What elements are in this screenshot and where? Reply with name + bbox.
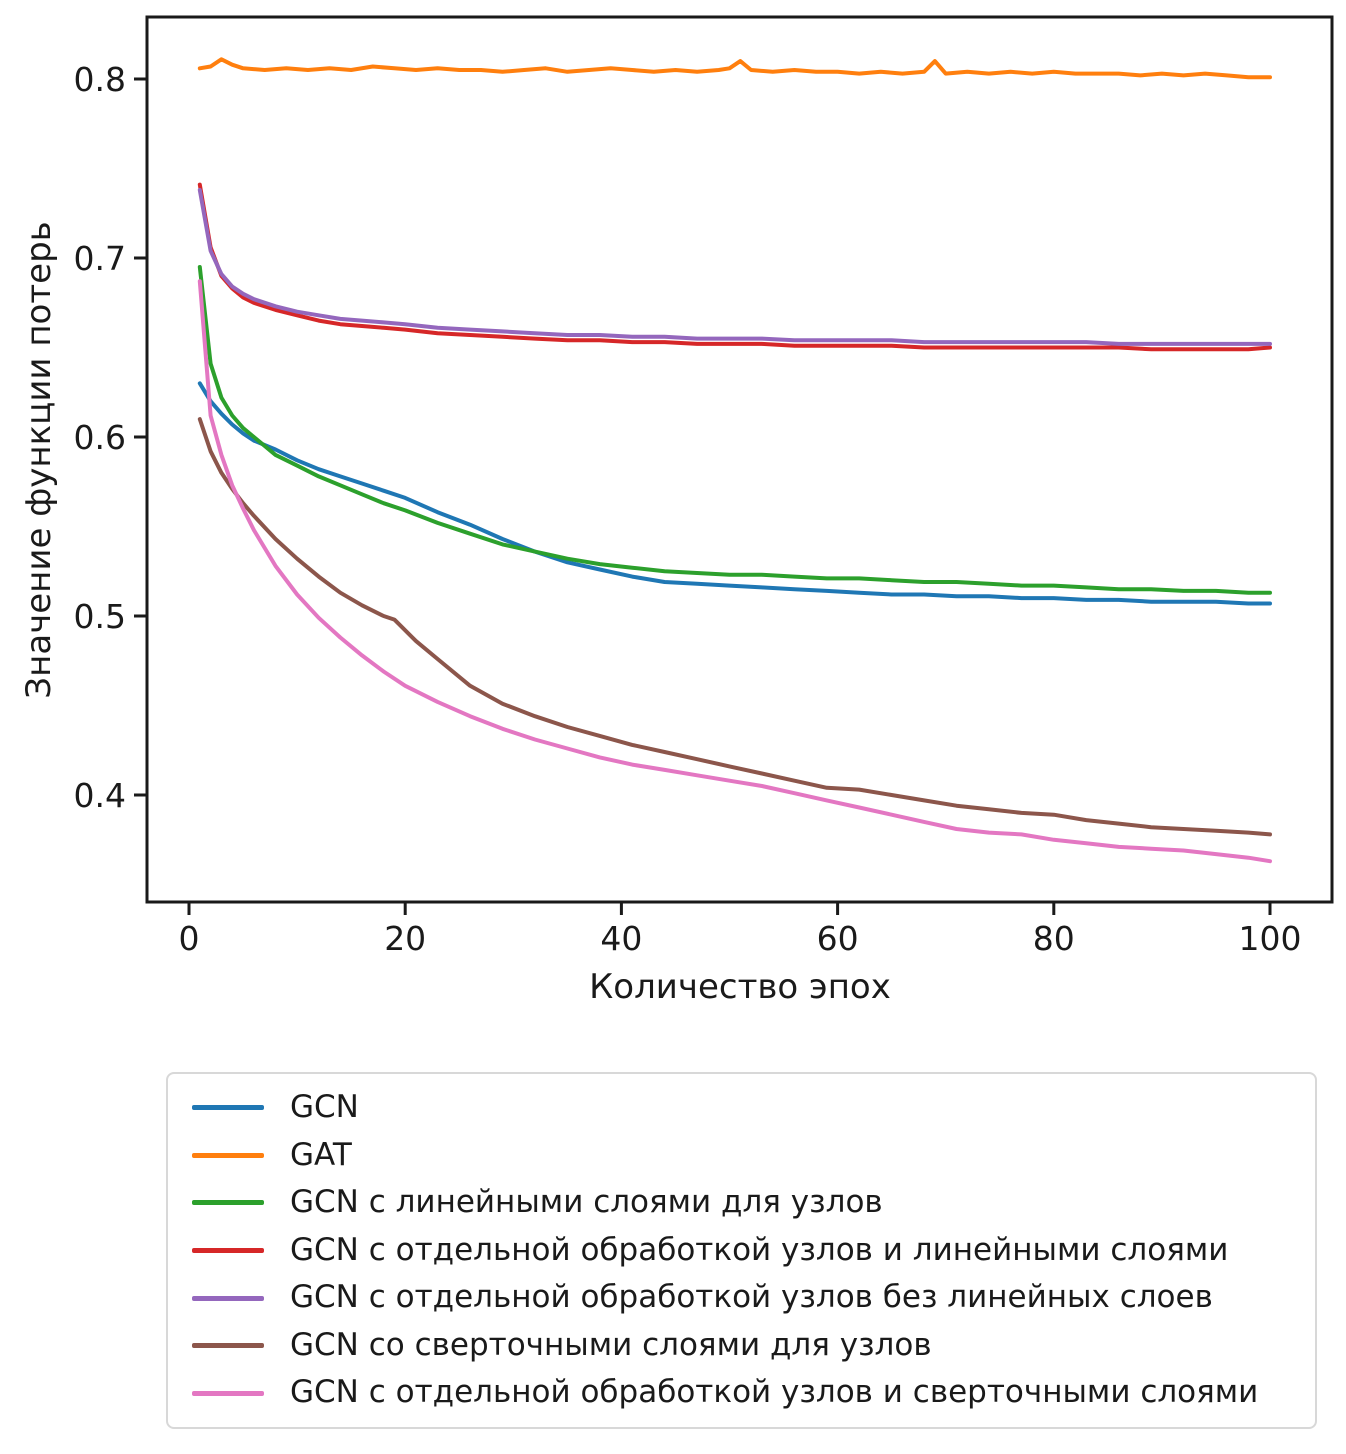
legend-label-gcn: GCN [290,1088,359,1125]
legend-label-gcn-separate-no-linear: GCN с отдельной обработкой узлов без лин… [290,1279,1213,1316]
y-tick-label: 0.5 [74,597,126,636]
series-line-3 [197,182,1272,352]
x-tick-label: 40 [600,919,642,958]
legend-line-swatch-gcn-separate-no-linear [192,1295,264,1301]
legend: GCN GAT GCN с линейными слоями для узлов… [166,1072,1317,1429]
series-line-4 [197,188,1272,346]
x-tick-label: 20 [384,919,426,958]
series-line-6 [197,279,1272,864]
y-axis-label: Значение функции потерь [19,221,59,698]
legend-line-swatch-gcn [192,1105,264,1111]
x-tick-label: 0 [179,919,200,958]
series-line-5 [197,417,1272,837]
legend-item-gcn-conv: GCN со сверточными слоями для узлов [168,1326,1315,1364]
legend-line-swatch-gcn-linear [192,1200,264,1206]
legend-item-gcn-separate-no-linear: GCN с отдельной обработкой узлов без лин… [168,1280,1315,1316]
legend-label-gcn-conv: GCN со сверточными слоями для узлов [290,1326,932,1363]
loss-chart: 0 20 40 60 80 100 0.8 0.7 0.6 0.5 0.4 Количество э… [19,15,1334,1007]
legend-line-swatch-gcn-separate-linear [192,1247,264,1253]
x-tick-label: 80 [1033,919,1075,958]
legend-item-gcn-separate-conv: GCN с отдельной обработкой узлов и сверт… [168,1375,1315,1411]
legend-item-gcn-linear-layers: GCN с линейными слоями для узлов [168,1184,1315,1221]
legend-label-gcn-separate-linear: GCN с отдельной обработкой узлов и линей… [290,1231,1229,1268]
series-lines [197,57,1272,864]
series-line-1 [197,57,1272,80]
axis-ticks: 0 20 40 60 80 100 0.8 0.7 0.6 0.5 0.4 [74,60,1302,958]
legend-item-gcn: GCN [168,1088,1315,1126]
x-tick-label: 60 [817,919,859,958]
legend-line-swatch-gcn-conv [192,1343,264,1349]
plot-border [145,15,1334,904]
series-line-0 [197,381,1272,606]
legend-item-gcn-separate-linear: GCN с отдельной обработкой узлов и линей… [168,1231,1315,1269]
legend-label-gcn-linear: GCN с линейными слоями для узлов [290,1184,883,1221]
legend-label-gat: GAT [290,1136,352,1173]
y-tick-label: 0.4 [74,776,126,815]
x-tick-label: 100 [1239,919,1302,958]
y-tick-label: 0.6 [74,418,126,457]
legend-label-gcn-separate-conv: GCN с отдельной обработкой узлов и сверт… [290,1374,1259,1411]
y-tick-label: 0.8 [74,60,126,99]
y-tick-label: 0.7 [74,239,126,278]
x-axis-label: Количество эпох [589,967,891,1007]
legend-line-swatch-gat [192,1152,264,1158]
legend-line-swatch-gcn-separate-conv [192,1390,264,1396]
series-line-2 [197,265,1272,595]
legend-item-gat: GAT [168,1136,1315,1174]
